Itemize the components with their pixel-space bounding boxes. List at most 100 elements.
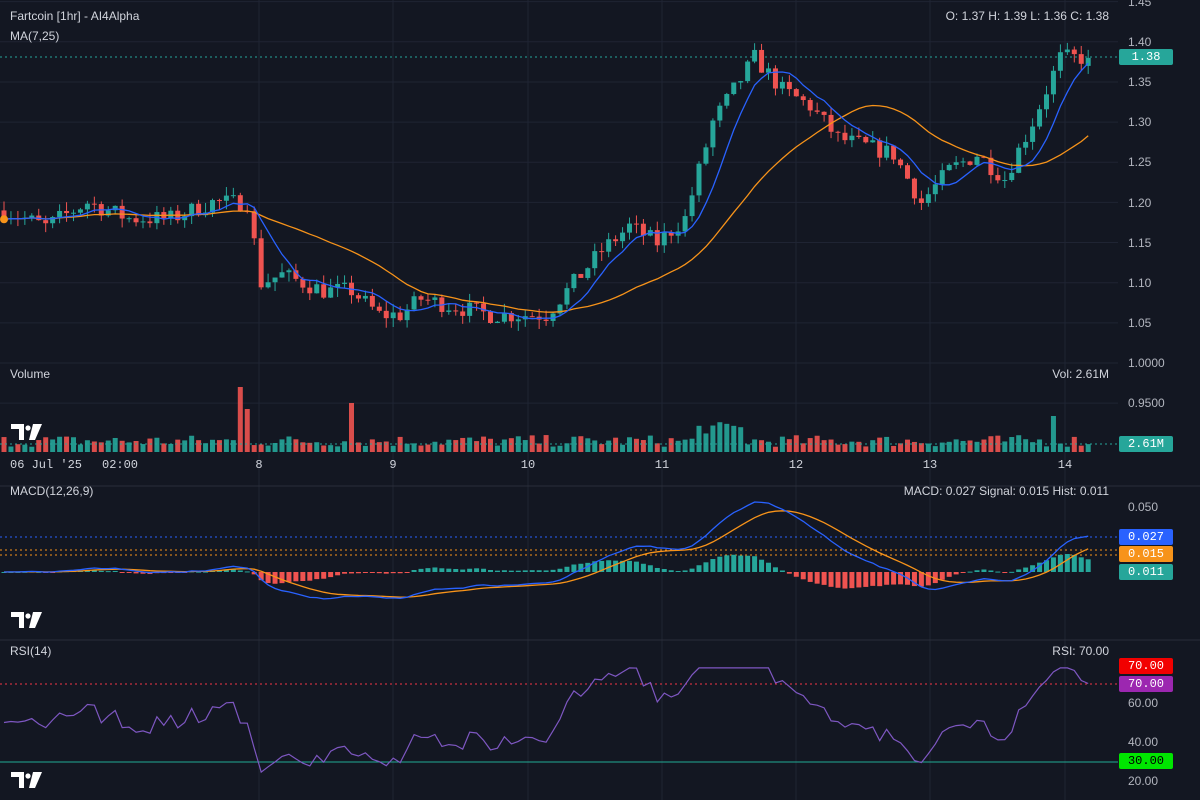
macd-hist-bar <box>355 572 361 574</box>
volume-bar <box>161 443 167 452</box>
volume-bar <box>710 425 716 452</box>
candle-body <box>362 295 368 299</box>
candle-body <box>752 49 758 62</box>
volume-bar <box>216 440 222 452</box>
macd-hist-bar <box>196 571 202 573</box>
candle-body <box>453 310 459 312</box>
candle-body <box>251 211 257 239</box>
macd-hist-bar <box>592 561 598 572</box>
candle-body <box>557 304 563 314</box>
volume-bar <box>515 436 521 452</box>
candle-body <box>960 161 966 163</box>
candle-body <box>50 217 56 224</box>
price-axis-tick: 1.15 <box>1128 236 1152 250</box>
macd-hist-bar <box>1016 569 1022 572</box>
macd-hist-bar <box>918 572 924 587</box>
volume-bar <box>967 440 973 452</box>
candle-body <box>488 311 493 323</box>
volume-bar <box>724 423 730 452</box>
macd-hist-bar <box>1085 559 1091 572</box>
volume-bar <box>522 440 528 452</box>
volume-bar <box>494 445 500 452</box>
volume-bar <box>960 440 966 452</box>
volume-bar <box>939 442 945 452</box>
candle-body <box>1071 49 1077 55</box>
price-pane[interactable] <box>0 42 1118 331</box>
volume-bar <box>321 445 327 452</box>
candle-body <box>71 212 76 214</box>
macd-pane[interactable] <box>0 501 1118 600</box>
volume-bar <box>488 438 493 452</box>
candle-body <box>786 81 792 90</box>
rsi-pane[interactable] <box>0 667 1118 774</box>
volume-pane[interactable] <box>0 387 1118 452</box>
candle-body <box>703 147 709 164</box>
rsi-upper-tag: 70.00 <box>1119 658 1173 674</box>
candle-body <box>877 140 883 158</box>
macd-hist-bar <box>613 560 619 572</box>
price-axis-tick: 1.35 <box>1128 75 1152 89</box>
macd-hist-bar <box>779 570 785 572</box>
macd-hist-bar <box>328 572 334 578</box>
volume-bar <box>369 439 375 452</box>
candle-body <box>140 221 146 223</box>
macd-hist-bar <box>126 572 132 573</box>
volume-bar <box>877 437 883 452</box>
volume-bar <box>404 443 410 452</box>
candle-body <box>870 140 876 143</box>
volume-bar <box>293 439 299 452</box>
candle-body <box>814 110 820 112</box>
macd-hist-bar <box>119 572 125 573</box>
volume-bar <box>752 439 758 452</box>
macd-hist-bar <box>731 554 737 572</box>
macd-hist-bar <box>654 567 660 572</box>
tradingview-logo-icon[interactable] <box>11 772 43 788</box>
macd-hist-bar <box>286 572 292 582</box>
volume-bar <box>390 445 396 452</box>
candle-body <box>953 162 959 165</box>
volume-bar <box>1037 439 1043 452</box>
macd-hist-bar <box>724 555 730 572</box>
volume-bar <box>314 442 320 452</box>
volume-bar <box>8 446 14 452</box>
volume-bar <box>22 444 28 452</box>
x-axis-label: 14 <box>1057 458 1073 472</box>
volume-bar <box>981 439 987 452</box>
macd-hist-bar <box>995 571 1001 573</box>
volume-bar <box>800 443 806 452</box>
macd-hist-bar <box>752 556 758 572</box>
tradingview-logo-icon[interactable] <box>11 612 43 628</box>
macd-hist-bar <box>884 572 890 585</box>
macd-axis-tick: 0.050 <box>1128 500 1159 514</box>
x-axis-label: 06 Jul '25 <box>9 458 83 472</box>
macd-hist-bar <box>786 572 792 574</box>
candle-body <box>731 82 737 95</box>
volume-bar <box>731 425 737 452</box>
candle-body <box>1078 54 1084 64</box>
volume-bar <box>1002 441 1008 452</box>
x-axis-label: 8 <box>255 458 263 472</box>
volume-bar <box>147 438 153 452</box>
chart-title: Fartcoin [1hr] - AI4Alpha <box>10 9 140 23</box>
volume-bar <box>29 446 35 452</box>
rsi-readout: RSI: 70.00 <box>1052 644 1109 658</box>
macd-hist-bar <box>606 560 612 572</box>
candle-body <box>494 321 500 323</box>
volume-bar <box>50 439 56 452</box>
macd-hist-bar <box>939 572 945 580</box>
macd-hist-bar <box>675 570 681 572</box>
tradingview-logo-icon[interactable] <box>11 424 43 440</box>
volume-bar <box>918 443 924 452</box>
candle-body <box>189 203 195 217</box>
candle-body <box>1037 109 1043 127</box>
volume-bar <box>529 435 535 452</box>
macd-hist-bar <box>223 569 229 572</box>
volume-bar <box>613 437 619 452</box>
candle-body <box>939 170 945 185</box>
volume-bar <box>953 439 959 452</box>
macd-line <box>3 501 1089 600</box>
candle-body <box>550 313 556 321</box>
volume-bar <box>627 437 632 452</box>
